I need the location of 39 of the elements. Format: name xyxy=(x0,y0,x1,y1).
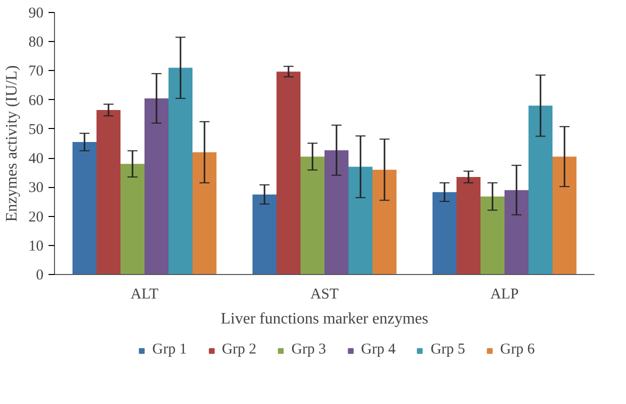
x-tick-label: ALT xyxy=(130,286,158,302)
y-tick-label: 80 xyxy=(28,34,44,51)
bar xyxy=(372,170,396,274)
bar xyxy=(480,196,504,274)
y-tick-label: 20 xyxy=(28,209,44,226)
legend-label: Grp 4 xyxy=(361,342,396,358)
x-tick-label: AST xyxy=(310,286,339,302)
y-tick-label: 70 xyxy=(28,64,44,80)
y-axis-title: Enzymes activity (IU/L) xyxy=(4,65,20,222)
bar xyxy=(456,176,480,274)
bar xyxy=(276,72,300,274)
legend-label: Grp 5 xyxy=(430,342,466,358)
bar xyxy=(324,150,348,274)
bar xyxy=(300,156,324,274)
bar xyxy=(144,98,168,274)
bar xyxy=(252,194,276,274)
y-tick-label: 0 xyxy=(36,268,44,284)
y-tick-label: 60 xyxy=(28,92,44,109)
bar xyxy=(120,164,144,274)
bar xyxy=(168,68,192,274)
x-tick-label: ALP xyxy=(490,286,519,302)
bar xyxy=(348,166,372,274)
bar xyxy=(432,192,456,274)
bar xyxy=(72,142,96,274)
legend-label: Grp 2 xyxy=(222,342,256,358)
legend-label: Grp 1 xyxy=(152,342,187,358)
bar xyxy=(552,156,576,274)
x-axis-title: Liver functions marker enzymes xyxy=(220,310,428,328)
bar xyxy=(96,110,120,274)
y-tick-label: 40 xyxy=(28,151,44,168)
bar xyxy=(192,152,216,274)
bar xyxy=(528,106,552,274)
y-tick-label: 30 xyxy=(28,180,44,196)
legend-label: Grp 3 xyxy=(291,342,326,358)
legend-label: Grp 6 xyxy=(500,342,535,358)
bar xyxy=(504,190,528,274)
y-tick-label: 90 xyxy=(28,6,44,22)
y-tick-label: 50 xyxy=(28,122,44,138)
y-tick-label: 10 xyxy=(28,238,44,254)
